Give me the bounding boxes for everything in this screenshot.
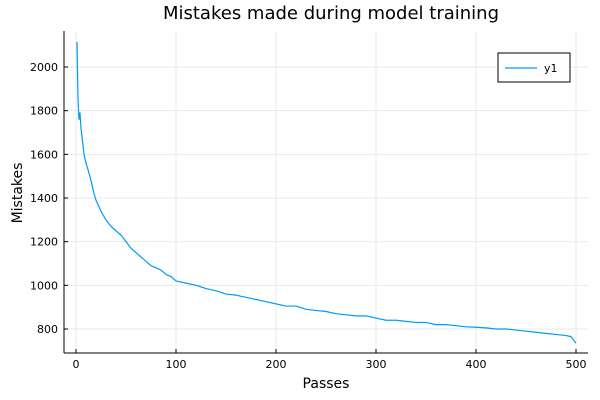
y-tick-label: 2000: [30, 61, 58, 74]
series-layer: [76, 41, 577, 344]
x-axis-label: Passes: [303, 376, 350, 392]
x-tick-label: 400: [466, 358, 487, 371]
y-tick-label: 1600: [30, 148, 58, 161]
x-tick-label: 300: [366, 358, 387, 371]
legend: y1: [497, 52, 571, 83]
series-line-y1: [76, 41, 577, 344]
y-tick-label: 1400: [30, 192, 58, 205]
x-tick-label: 100: [166, 358, 187, 371]
y-tick-label: 1200: [30, 236, 58, 249]
y-tick-label: 1800: [30, 105, 58, 118]
chart-title: Mistakes made during model training: [163, 3, 499, 24]
x-tick-label: 0: [73, 358, 80, 371]
y-axis-ticks: 800 1000 1200 1400 1600 1800 2000: [30, 61, 68, 336]
y-tick-label: 800: [37, 323, 58, 336]
legend-entry-label: y1: [544, 62, 558, 75]
x-axis-ticks: 0 100 200 300 400 500: [73, 349, 587, 371]
x-tick-label: 500: [566, 358, 587, 371]
x-tick-label: 200: [266, 358, 287, 371]
y-axis-label: Mistakes: [10, 163, 26, 224]
y-tick-label: 1000: [30, 279, 58, 292]
